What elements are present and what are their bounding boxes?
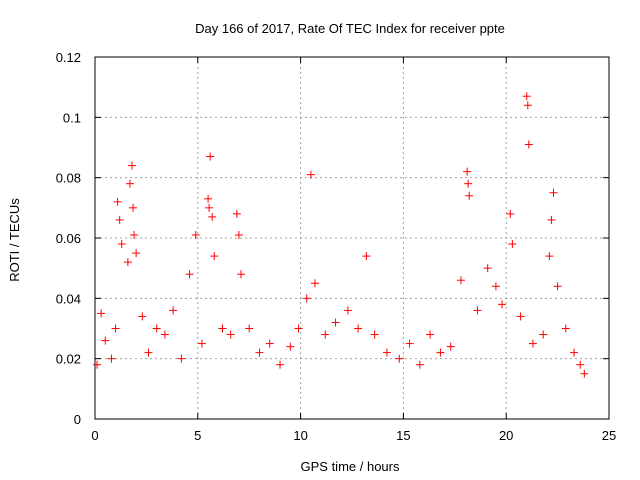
x-tick-label: 20	[499, 428, 513, 443]
data-point	[191, 230, 200, 239]
data-point	[130, 230, 139, 239]
data-point	[152, 324, 161, 333]
data-point	[580, 369, 589, 378]
data-point	[491, 282, 500, 291]
data-point	[294, 324, 303, 333]
grid-lines	[95, 57, 609, 419]
data-point	[362, 252, 371, 261]
y-tick-label: 0.1	[63, 110, 81, 125]
x-tick-label: 0	[91, 428, 98, 443]
data-point	[123, 258, 132, 267]
data-point	[129, 203, 138, 212]
data-point	[107, 354, 116, 363]
data-point	[522, 92, 531, 101]
data-point	[205, 203, 214, 212]
data-point	[206, 152, 215, 161]
x-tick-label: 5	[194, 428, 201, 443]
data-point	[185, 270, 194, 279]
data-point	[382, 348, 391, 357]
data-point	[570, 348, 579, 357]
data-point	[113, 197, 122, 206]
data-point	[473, 306, 482, 315]
data-point	[523, 101, 532, 110]
data-point	[426, 330, 435, 339]
data-point	[111, 324, 120, 333]
y-tick-label: 0.08	[56, 171, 81, 186]
data-point	[232, 209, 241, 218]
data-point	[208, 212, 217, 221]
data-point	[236, 270, 245, 279]
data-point	[160, 330, 169, 339]
data-point	[395, 354, 404, 363]
data-point	[117, 240, 126, 249]
data-point	[516, 312, 525, 321]
data-point	[506, 209, 515, 218]
data-point	[436, 348, 445, 357]
y-axis-title: ROTI / TECUs	[7, 198, 22, 282]
data-point	[218, 324, 227, 333]
data-point	[144, 348, 153, 357]
data-point	[343, 306, 352, 315]
data-point	[539, 330, 548, 339]
data-point	[93, 360, 102, 369]
data-point	[210, 252, 219, 261]
data-point	[125, 179, 134, 188]
data-point	[197, 339, 206, 348]
data-point	[463, 167, 472, 176]
data-point	[456, 276, 465, 285]
data-point	[545, 252, 554, 261]
data-point	[302, 294, 311, 303]
data-point	[255, 348, 264, 357]
data-point	[549, 188, 558, 197]
data-point	[138, 312, 147, 321]
data-point	[226, 330, 235, 339]
data-point	[553, 282, 562, 291]
x-tick-label: 15	[396, 428, 410, 443]
y-tick-label: 0.12	[56, 50, 81, 65]
data-point	[561, 324, 570, 333]
data-point	[234, 230, 243, 239]
data-point	[354, 324, 363, 333]
data-point	[265, 339, 274, 348]
x-tick-label: 25	[602, 428, 616, 443]
y-tick-label: 0.04	[56, 291, 81, 306]
data-point	[97, 309, 106, 318]
data-point	[132, 249, 141, 258]
data-point	[101, 336, 110, 345]
data-point	[498, 300, 507, 309]
data-point	[310, 279, 319, 288]
data-point	[524, 140, 533, 149]
data-point	[483, 264, 492, 273]
data-point	[415, 360, 424, 369]
data-point	[547, 215, 556, 224]
data-point	[245, 324, 254, 333]
data-point	[465, 191, 474, 200]
data-point	[576, 360, 585, 369]
y-tick-label: 0	[74, 412, 81, 427]
axis-ticks: 0 0.02 0.04 0.06 0.08 0.1 0.12 0 5 10 15 20 25	[56, 50, 617, 443]
data-point	[128, 161, 137, 170]
data-point	[177, 354, 186, 363]
data-point	[204, 194, 213, 203]
data-point	[508, 240, 517, 249]
data-point	[331, 318, 340, 327]
data-point	[464, 179, 473, 188]
y-tick-label: 0.06	[56, 231, 81, 246]
data-point	[528, 339, 537, 348]
x-tick-label: 10	[293, 428, 307, 443]
data-point	[405, 339, 414, 348]
data-points	[93, 92, 589, 378]
data-point	[276, 360, 285, 369]
x-axis-title: GPS time / hours	[301, 459, 400, 474]
y-tick-label: 0.02	[56, 352, 81, 367]
data-point	[446, 342, 455, 351]
data-point	[115, 215, 124, 224]
data-point	[169, 306, 178, 315]
chart-title: Day 166 of 2017, Rate Of TEC Index for r…	[195, 21, 505, 36]
data-point	[321, 330, 330, 339]
data-point	[306, 170, 315, 179]
data-point	[286, 342, 295, 351]
data-point	[370, 330, 379, 339]
